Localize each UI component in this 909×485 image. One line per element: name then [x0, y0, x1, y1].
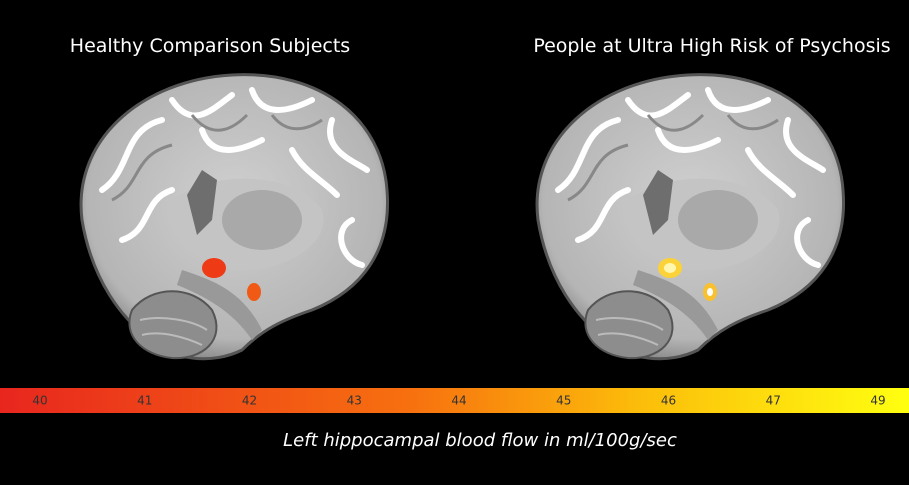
- colorbar-tick-label: 43: [347, 394, 362, 408]
- page: Healthy Comparison Subjects People at Ul…: [0, 0, 909, 485]
- brain-image: [537, 75, 843, 359]
- colorbar-tick-label: 42: [242, 394, 257, 408]
- brain-image: [81, 75, 387, 359]
- colorbar-tick-label: 47: [766, 394, 781, 408]
- colorbar-tick-label: 44: [451, 394, 466, 408]
- colorbar-tick-label: 46: [661, 394, 676, 408]
- colorbar-tick-label: 40: [32, 394, 47, 408]
- colorbar-tick-label: 41: [137, 394, 152, 408]
- colorbar-tick-label: 49: [870, 394, 885, 408]
- panel-title: People at Ultra High Risk of Psychosis: [533, 35, 890, 57]
- panel-title: Healthy Comparison Subjects: [70, 35, 350, 57]
- figure: Healthy Comparison Subjects People at Ul…: [0, 0, 909, 485]
- caption: Left hippocampal blood flow in ml/100g/s…: [283, 430, 677, 451]
- colorbar-tick-label: 45: [556, 394, 571, 408]
